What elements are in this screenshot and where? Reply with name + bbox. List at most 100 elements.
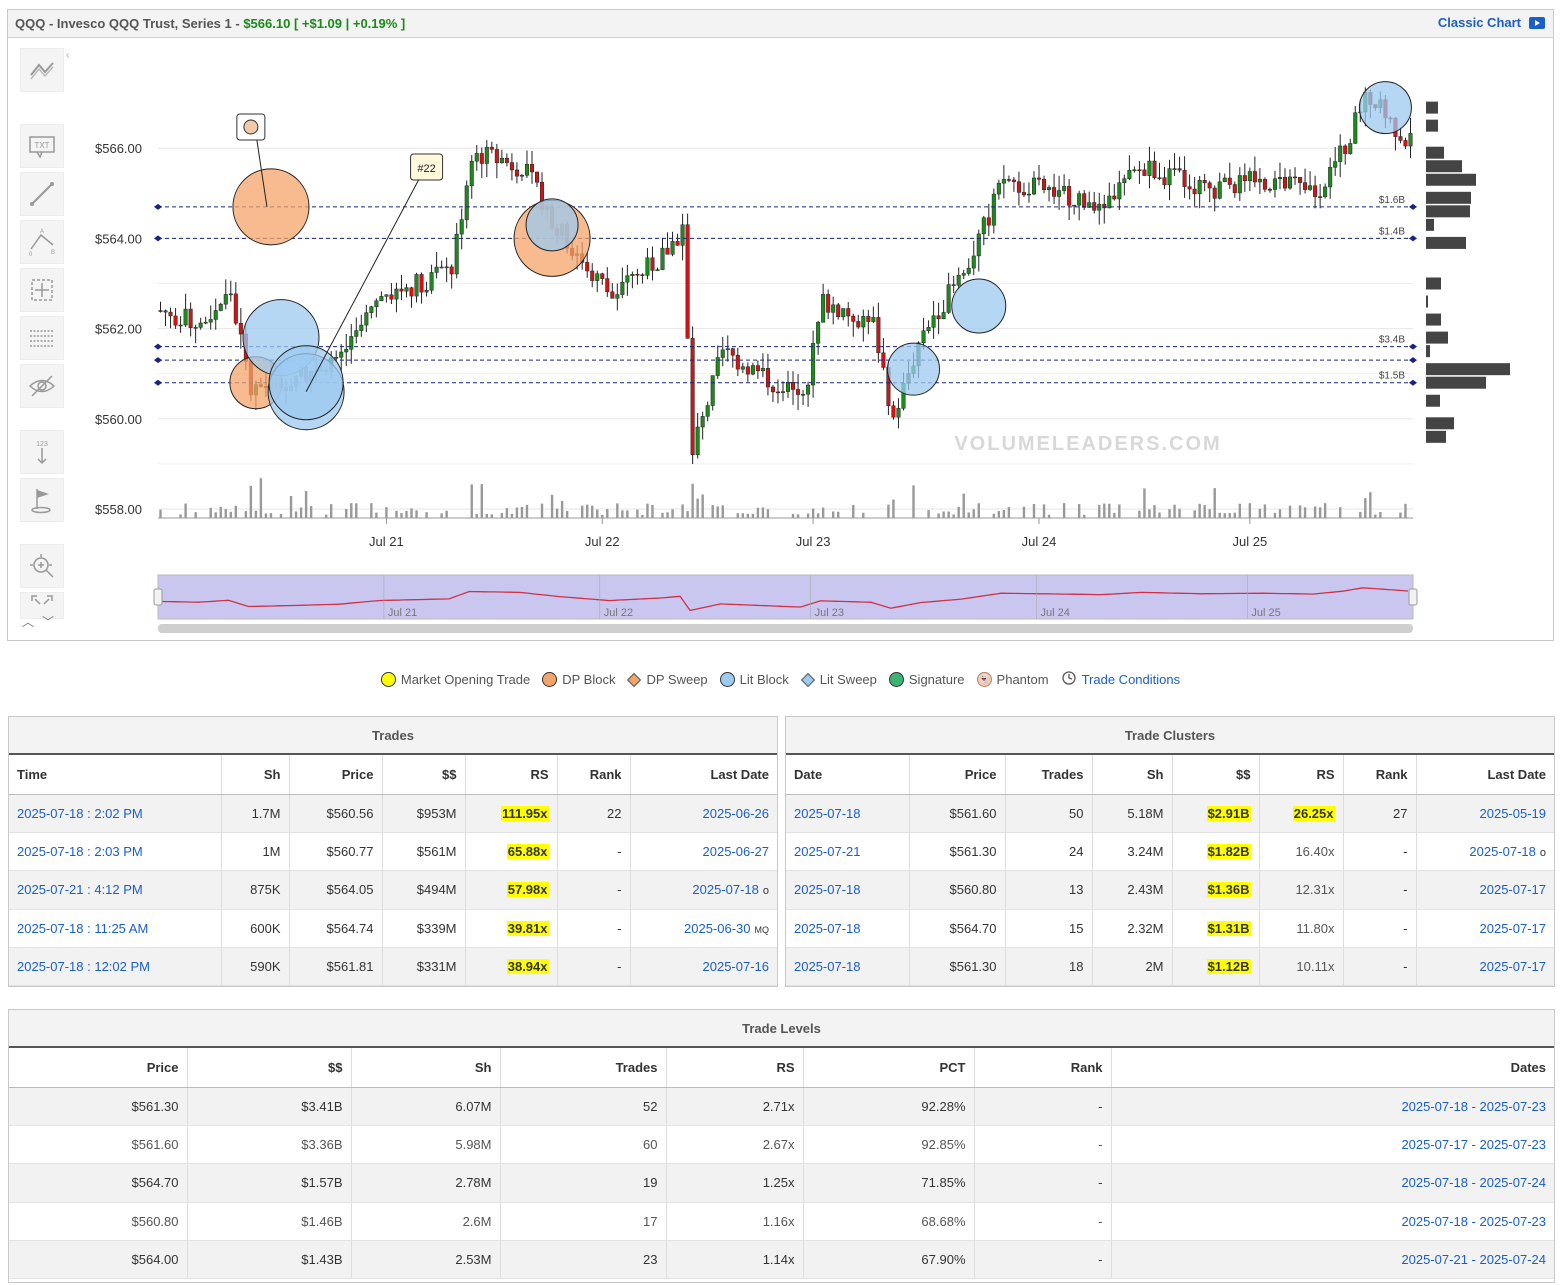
line-draw-icon[interactable]: [20, 172, 64, 216]
navigator-scrollbar[interactable]: [158, 624, 1413, 633]
levels-title: Trade Levels: [9, 1010, 1554, 1048]
horizontal-lines-icon[interactable]: [20, 316, 64, 360]
zoom-icon[interactable]: [20, 544, 64, 588]
legend-signature[interactable]: Signature: [888, 670, 965, 689]
candle-body: [1112, 195, 1117, 200]
level-row[interactable]: $561.60 $3.36B 5.98M 60 2.67x 92.85% - 2025-07-…: [9, 1125, 1554, 1165]
cluster-last-date[interactable]: 2025-05-19: [1479, 805, 1547, 821]
legend-phantom[interactable]: 👻 Phantom: [976, 670, 1049, 689]
measure-icon[interactable]: [20, 268, 64, 312]
classic-chart-label[interactable]: Classic Chart: [1437, 15, 1521, 30]
trend-lines-icon[interactable]: [20, 48, 64, 92]
trade-time[interactable]: 2025-07-21 : 4:12 PM: [17, 882, 143, 898]
fullscreen-icon[interactable]: [20, 592, 64, 619]
col-sh[interactable]: Sh: [351, 1048, 501, 1088]
col-dates[interactable]: Dates: [1111, 1048, 1554, 1088]
level-row[interactable]: $561.30 $3.41B 6.07M 52 2.71x 92.28% - 2025-07-…: [9, 1087, 1554, 1126]
legend-dp-block[interactable]: DP Block: [542, 670, 615, 689]
col-pct[interactable]: PCT: [803, 1048, 975, 1088]
trade-time[interactable]: 2025-07-18 : 11:25 AM: [17, 920, 149, 936]
trade-shares-cell: 875K: [221, 870, 290, 910]
cluster-price-cell: $561.30: [909, 832, 1006, 872]
col-rs[interactable]: RS: [1259, 755, 1344, 795]
trade-row[interactable]: 2025-07-18 : 12:02 PM 590K $561.81 $331M 38.…: [9, 947, 777, 987]
trade-time[interactable]: 2025-07-18 : 2:02 PM: [17, 805, 143, 821]
navigator-left-handle[interactable]: [153, 588, 163, 606]
level-row[interactable]: $564.70 $1.57B 2.78M 19 1.25x 71.85% - 2025-07-…: [9, 1163, 1554, 1203]
cluster-last-date[interactable]: 2025-07-17: [1479, 959, 1547, 975]
trade-last-date[interactable]: 2025-07-16: [702, 959, 770, 975]
price-chart[interactable]: $566.00 $564.00 $562.00 $560.00 $558.00 Jul …: [68, 40, 1548, 640]
col-date[interactable]: Date: [786, 755, 910, 795]
col-rank[interactable]: Rank: [557, 755, 631, 795]
level-dates[interactable]: 2025-07-21 - 2025-07-24: [1401, 1252, 1546, 1268]
col-rs[interactable]: RS: [666, 1048, 804, 1088]
cluster-last-date[interactable]: 2025-07-17: [1479, 882, 1547, 898]
col-dollars[interactable]: $$: [382, 755, 466, 795]
trade-last-date[interactable]: 2025-07-18: [692, 882, 759, 898]
number-markers-icon[interactable]: 123: [20, 430, 64, 474]
flag-marker-icon[interactable]: [20, 478, 64, 522]
cluster-date[interactable]: 2025-07-18: [794, 882, 861, 898]
trade-last-date[interactable]: 2025-06-30: [684, 920, 751, 936]
hide-drawings-icon[interactable]: [20, 364, 64, 408]
col-trades[interactable]: Trades: [500, 1048, 667, 1088]
toolbar-scroll-arrows[interactable]: ︿﹀: [22, 613, 62, 630]
legend-lit-block[interactable]: Lit Block: [719, 670, 789, 689]
col-trades[interactable]: Trades: [1005, 755, 1093, 795]
col-rank[interactable]: Rank: [1343, 755, 1417, 795]
trade-last-date[interactable]: 2025-06-26: [702, 805, 770, 821]
cluster-row[interactable]: 2025-07-18 $561.60 50 5.18M $2.91B 26.25x 27 20…: [786, 794, 1554, 833]
level-dates[interactable]: 2025-07-18 - 2025-07-23: [1401, 1098, 1546, 1114]
col-price[interactable]: Price: [289, 755, 383, 795]
col-price[interactable]: Price: [909, 755, 1006, 795]
cluster-date[interactable]: 2025-07-18: [794, 959, 861, 975]
cluster-last-date[interactable]: 2025-07-18: [1469, 844, 1536, 860]
level-dates[interactable]: 2025-07-17 - 2025-07-23: [1401, 1137, 1546, 1153]
cluster-date[interactable]: 2025-07-18: [794, 920, 861, 936]
scroll-down-icon[interactable]: ﹀: [42, 615, 63, 629]
col-sh[interactable]: Sh: [221, 755, 290, 795]
cluster-date[interactable]: 2025-07-21: [794, 844, 861, 860]
level-dates[interactable]: 2025-07-18 - 2025-07-23: [1401, 1213, 1546, 1229]
trade-row[interactable]: 2025-07-21 : 4:12 PM 875K $564.05 $494M 57.9…: [9, 870, 777, 910]
level-row[interactable]: $560.80 $1.46B 2.6M 17 1.16x 68.68% - 2025-07-1…: [9, 1202, 1554, 1242]
video-play-icon[interactable]: [1529, 16, 1545, 29]
col-dollars[interactable]: $$: [1172, 755, 1260, 795]
trade-conditions-link[interactable]: Trade Conditions: [1061, 670, 1181, 689]
navigator-right-handle[interactable]: [1408, 588, 1418, 606]
level-dates[interactable]: 2025-07-18 - 2025-07-24: [1401, 1175, 1546, 1191]
cluster-row[interactable]: 2025-07-18 $560.80 13 2.43M $1.36B 12.31x - 202…: [786, 870, 1554, 910]
scroll-up-icon[interactable]: ︿: [22, 615, 43, 629]
col-last-date[interactable]: Last Date: [630, 755, 777, 795]
classic-chart-link[interactable]: Classic Chart: [1438, 15, 1545, 30]
col-dollars[interactable]: $$: [187, 1048, 352, 1088]
candle-body: [675, 241, 680, 246]
trade-time[interactable]: 2025-07-18 : 12:02 PM: [17, 959, 150, 975]
col-price[interactable]: Price: [9, 1048, 188, 1088]
cluster-date[interactable]: 2025-07-18: [794, 805, 861, 821]
trade-time[interactable]: 2025-07-18 : 2:03 PM: [17, 844, 143, 860]
cluster-row[interactable]: 2025-07-21 $561.30 24 3.24M $1.82B 16.40x -202…: [786, 832, 1554, 872]
trade-conditions-label[interactable]: Trade Conditions: [1081, 672, 1181, 687]
candle-body: [419, 274, 424, 293]
cluster-last-date[interactable]: 2025-07-17: [1479, 920, 1547, 936]
trade-row[interactable]: 2025-07-18 : 2:03 PM 1M $560.77 $561M 65.88x…: [9, 832, 777, 872]
col-rs[interactable]: RS: [465, 755, 558, 795]
cluster-row[interactable]: 2025-07-18 $561.30 18 2M $1.12B 10.11x - 2025-0…: [786, 947, 1554, 987]
col-last-date[interactable]: Last Date: [1416, 755, 1554, 795]
level-row[interactable]: $564.00 $1.43B 2.53M 23 1.14x 67.90% - 2025-07-…: [9, 1240, 1554, 1280]
fibonacci-icon[interactable]: A 0 B: [20, 220, 64, 264]
col-sh[interactable]: Sh: [1092, 755, 1173, 795]
col-time[interactable]: Time: [9, 755, 222, 795]
text-annotation-icon[interactable]: TXT: [20, 124, 64, 168]
trade-row[interactable]: 2025-07-18 : 2:02 PM 1.7M $560.56 $953M 111.…: [9, 794, 777, 833]
cluster-row[interactable]: 2025-07-18 $564.70 15 2.32M $1.31B 11.80x - 202…: [786, 909, 1554, 949]
collapse-toolbar-icon[interactable]: ‹: [66, 50, 70, 61]
trade-row[interactable]: 2025-07-18 : 11:25 AM 600K $564.74 $339M 39.…: [9, 909, 777, 949]
legend-dp-sweep[interactable]: DP Sweep: [627, 670, 708, 689]
legend-market-opening-trade[interactable]: Market Opening Trade: [380, 670, 530, 689]
col-rank[interactable]: Rank: [974, 1048, 1112, 1088]
trade-last-date[interactable]: 2025-06-27: [702, 844, 770, 860]
legend-lit-sweep[interactable]: Lit Sweep: [800, 670, 877, 689]
